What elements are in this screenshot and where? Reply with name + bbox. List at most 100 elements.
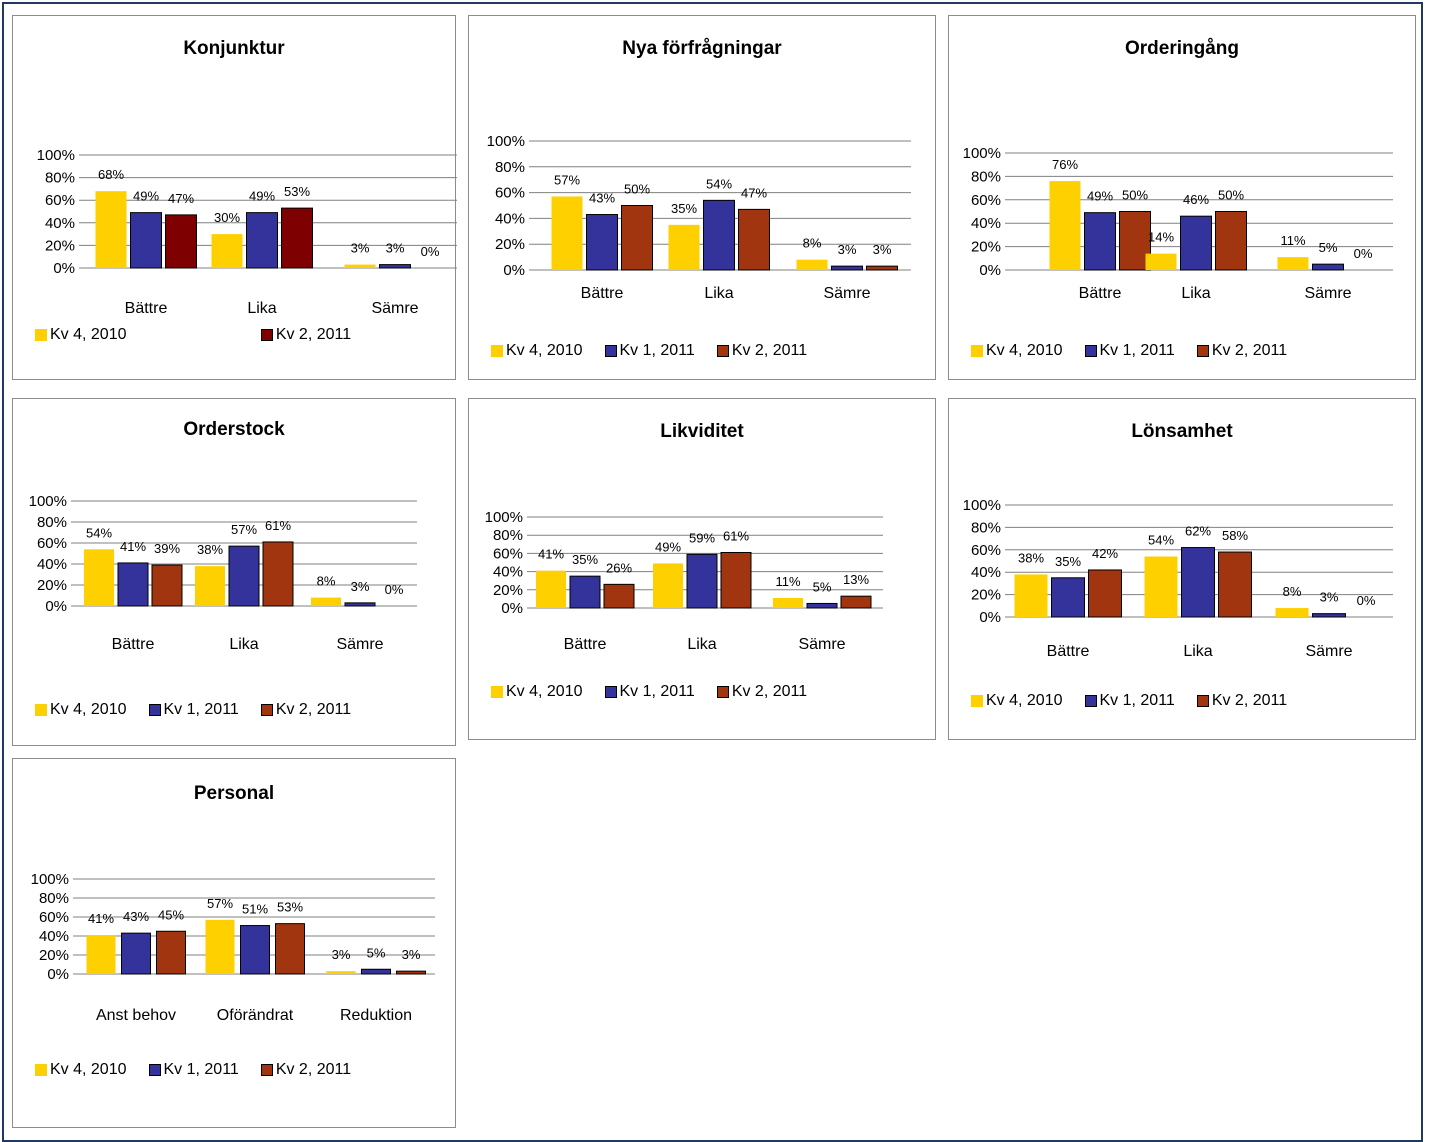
data-label: 57% [207, 896, 233, 911]
legend-label: Kv 1, 2011 [1099, 692, 1175, 709]
data-label: 26% [606, 560, 632, 575]
y-tick-label: 100% [37, 147, 75, 164]
data-label: 3% [386, 241, 405, 256]
chart-panel-nya-forfragningar: Nya förfrågningar 100% 80% 60% 40% 20% 0% 57% 4… [468, 15, 936, 380]
data-label: 3% [332, 947, 351, 962]
data-label: 53% [284, 184, 310, 199]
y-tick-label: 20% [45, 237, 75, 254]
data-label: 42% [1092, 546, 1118, 561]
bar [379, 264, 411, 269]
data-label: 49% [655, 539, 681, 554]
data-label: 47% [741, 185, 767, 200]
bar [536, 570, 566, 608]
legend-swatch [716, 686, 729, 698]
legend-swatch [1084, 695, 1097, 707]
data-label: 46% [1183, 192, 1209, 207]
legend-item: Kv 2, 2011 [260, 701, 352, 719]
legend-swatch [260, 1064, 273, 1076]
bar [95, 191, 127, 268]
data-label: 41% [120, 539, 146, 554]
legend-label: Kv 2, 2011 [275, 701, 352, 718]
category-label: Lika [229, 636, 258, 653]
y-tick-label: 80% [45, 170, 75, 187]
data-label: 50% [1122, 188, 1148, 203]
bar [621, 205, 653, 271]
legend-label: Kv 4, 2010 [50, 326, 127, 343]
legend-label: Kv 1, 2011 [619, 683, 695, 700]
legend-label: Kv 4, 2010 [986, 692, 1063, 709]
chart-panel-orderingang: Orderingång 100% 80% 60% 40% 20% 0% 76% 49% 50% B… [948, 15, 1416, 380]
bar [211, 234, 243, 268]
chart-plot: 100% 80% 60% 40% 20% 0% 41% 43% 45% Anst behov 57%… [31, 871, 435, 1024]
data-label: 11% [1280, 233, 1305, 248]
bar [1145, 253, 1177, 270]
category-label: Lika [247, 300, 276, 317]
chart-panel-lonsamhet: Lönsamhet 100% 80% 60% 40% 20% 0% 38% 35% 42% Bät… [948, 398, 1416, 740]
legend-label: Kv 4, 2010 [50, 1061, 127, 1078]
y-tick-label: 0% [53, 260, 75, 277]
y-tick-label: 20% [971, 239, 1001, 256]
bar [569, 575, 601, 609]
data-label: 49% [133, 189, 159, 204]
bar [1144, 556, 1178, 617]
bar [796, 259, 828, 270]
category-label: Sämre [336, 636, 383, 653]
data-label: 68% [98, 167, 124, 182]
bar [551, 196, 583, 270]
chart-plot: 100% 80% 60% 40% 20% 0% 57% 43% 50% Bättre 35% 54% 4… [487, 133, 911, 302]
bar [240, 925, 270, 975]
bar [668, 224, 700, 270]
category-label: Bättre [125, 300, 168, 317]
legend-swatch [716, 345, 729, 357]
bar [1051, 577, 1085, 618]
data-label: 3% [351, 241, 370, 256]
legend-swatch [491, 686, 503, 698]
legend-swatch [604, 345, 617, 357]
data-label: 5% [367, 945, 386, 960]
bar [1084, 212, 1116, 271]
data-label: 0% [1357, 593, 1376, 608]
y-tick-label: 60% [493, 545, 523, 562]
bar [344, 602, 376, 607]
y-tick-label: 100% [487, 133, 525, 150]
legend-item: Kv 4, 2010 [35, 701, 127, 719]
data-label: 3% [1320, 590, 1339, 605]
y-tick-label: 60% [39, 909, 69, 926]
data-label: 45% [158, 907, 184, 922]
legend-label: Kv 4, 2010 [506, 342, 583, 359]
data-label: 47% [168, 191, 194, 206]
category-label: Sämre [823, 285, 870, 302]
legend-swatch [260, 329, 273, 341]
legend-swatch [35, 1064, 47, 1076]
y-tick-label: 80% [493, 527, 523, 544]
legend-item: Kv 2, 2011 [716, 342, 807, 360]
y-tick-label: 0% [979, 609, 1001, 626]
chart-plot: 100% 80% 60% 40% 20% 0% 54% 41% 39% Bättre 38% 57% 6… [29, 493, 417, 653]
legend-swatch [35, 329, 47, 341]
legend-label: Kv 4, 2010 [50, 701, 127, 718]
category-label: Bättre [581, 285, 624, 302]
data-label: 35% [671, 201, 697, 216]
chart-plot: 100% 80% 60% 40% 20% 0% 76% 49% 50% Bättre 14% 46% 5… [963, 145, 1393, 302]
bar [1312, 613, 1346, 618]
legend-label: Kv 1, 2011 [1099, 342, 1175, 359]
legend-item: Kv 4, 2010 [35, 1061, 127, 1079]
data-label: 61% [723, 528, 749, 543]
bar [262, 541, 294, 607]
data-label: 54% [1148, 533, 1174, 548]
chart-panel-likviditet: Likviditet 100% 80% 60% 40% 20% 0% 41% 35% 26% Bä… [468, 398, 936, 740]
chart-title: Konjunktur [183, 38, 285, 59]
category-label: Bättre [1047, 643, 1090, 660]
y-tick-label: 20% [39, 947, 69, 964]
y-tick-label: 100% [31, 871, 69, 888]
bar [738, 208, 770, 271]
chart-panel-orderstock: Orderstock 100% 80% 60% 40% 20% 0% 54% 41% 39% Bä… [12, 398, 456, 746]
legend-label: Kv 2, 2011 [731, 683, 808, 700]
bar [686, 553, 718, 609]
legend-item: Kv 4, 2010 [491, 683, 583, 701]
data-label: 30% [214, 210, 240, 225]
y-tick-label: 20% [495, 236, 525, 253]
y-tick-label: 20% [493, 582, 523, 599]
legend-label: Kv 2, 2011 [275, 1061, 352, 1078]
